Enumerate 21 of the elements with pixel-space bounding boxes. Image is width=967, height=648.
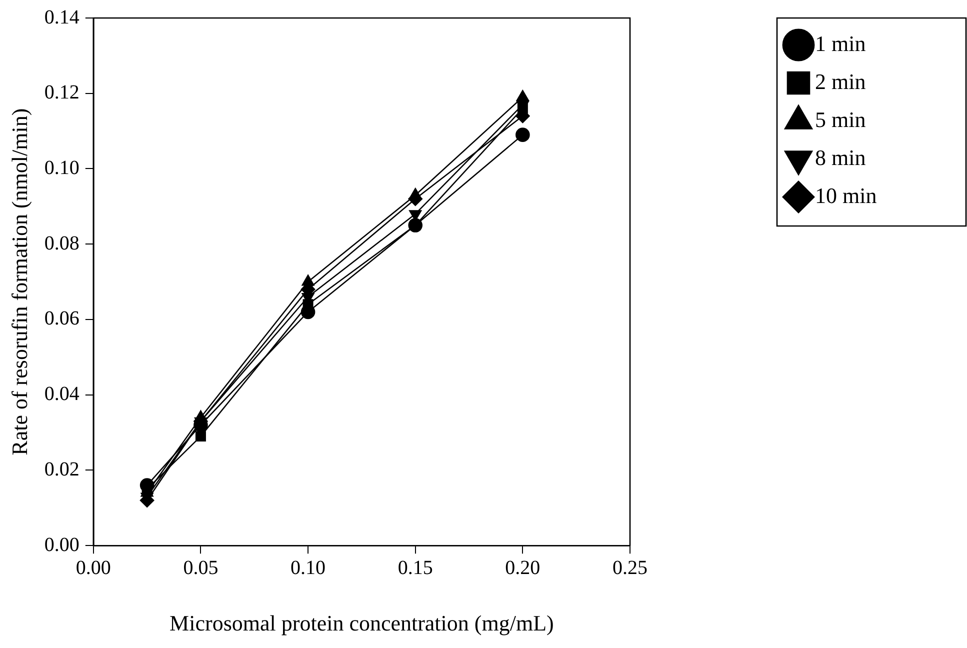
y-tick-label: 0.06 [44, 308, 80, 330]
legend-label: 5 min [815, 106, 866, 132]
y-tick-label: 0.10 [44, 156, 80, 179]
x-tick-label: 0.00 [76, 556, 111, 579]
legend-label: 8 min [815, 144, 866, 170]
y-tick-label: 0.08 [44, 232, 80, 254]
legend-label: 1 min [815, 30, 866, 56]
legend-label: 10 min [815, 182, 877, 208]
x-tick-label: 0.15 [398, 556, 433, 579]
legend-label: 2 min [815, 68, 866, 94]
y-tick-label: 0.02 [44, 458, 80, 480]
x-axis-title: Microsomal protein concentration (mg/mL) [170, 610, 554, 636]
x-tick-label: 0.20 [505, 556, 540, 579]
y-tick-label: 0.04 [44, 383, 80, 406]
x-tick-label: 0.10 [290, 556, 326, 579]
y-tick-label: 0.12 [44, 82, 80, 104]
x-tick-label: 0.05 [183, 556, 218, 579]
y-axis-title: Rate of resorufin formation (nmol/min) [6, 108, 32, 456]
y-tick-label: 0.00 [44, 534, 80, 556]
x-tick-label: 0.25 [612, 556, 648, 579]
y-tick-label: 0.14 [44, 6, 80, 28]
